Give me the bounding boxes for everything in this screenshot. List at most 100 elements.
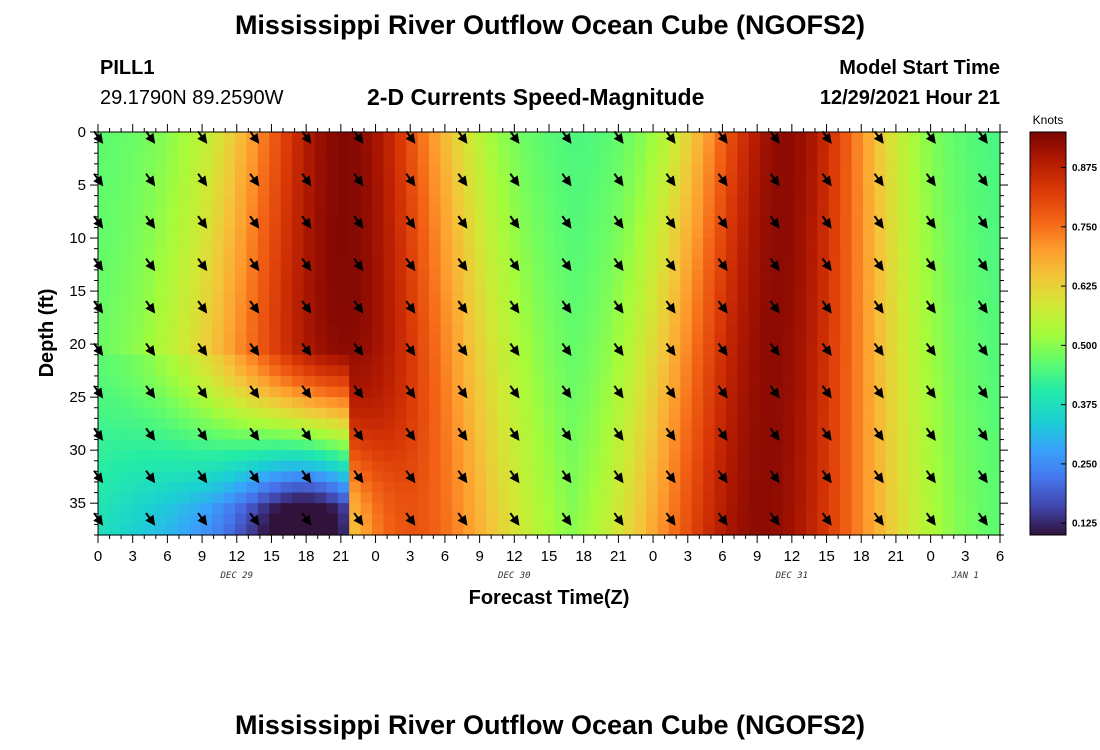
current-vector-arrow bbox=[925, 130, 936, 144]
heatmap-cell bbox=[725, 238, 738, 250]
heatmap-cell bbox=[143, 354, 156, 366]
heatmap-cell bbox=[657, 460, 670, 472]
heatmap-cell bbox=[109, 163, 122, 176]
heatmap-cell bbox=[109, 216, 122, 229]
heatmap-cell bbox=[132, 153, 145, 165]
heatmap-cell bbox=[965, 407, 978, 419]
heatmap-cell bbox=[794, 301, 807, 313]
heatmap-cell bbox=[246, 524, 259, 536]
heatmap-cell bbox=[771, 227, 784, 239]
heatmap-cell bbox=[600, 206, 613, 218]
heatmap-cell bbox=[326, 153, 339, 165]
heatmap-cell bbox=[931, 216, 944, 229]
heatmap-cell bbox=[235, 163, 248, 176]
heatmap-cell bbox=[954, 524, 967, 536]
colorbar-gradient bbox=[1029, 131, 1067, 536]
heatmap-cell bbox=[155, 132, 168, 144]
heatmap-cell bbox=[554, 153, 567, 165]
heatmap-cell bbox=[543, 365, 556, 377]
heatmap-cell bbox=[703, 524, 716, 536]
heatmap-cell bbox=[566, 524, 579, 536]
heatmap-cell bbox=[531, 269, 544, 282]
heatmap-cell bbox=[566, 407, 579, 419]
heatmap-cell bbox=[657, 513, 670, 525]
heatmap-cell bbox=[965, 365, 978, 377]
heatmap-cell bbox=[703, 354, 716, 366]
heatmap-cell bbox=[509, 375, 522, 388]
heatmap-cell bbox=[725, 280, 738, 292]
heatmap-cell bbox=[280, 354, 293, 366]
heatmap-cell bbox=[155, 163, 168, 176]
current-vector-arrow bbox=[561, 173, 572, 187]
heatmap-cell bbox=[931, 471, 944, 483]
heatmap-cell bbox=[828, 227, 841, 239]
heatmap-cell bbox=[155, 142, 168, 154]
heatmap-cell bbox=[988, 503, 1001, 515]
heatmap-cell bbox=[828, 354, 841, 366]
heatmap-cell bbox=[691, 471, 704, 483]
heatmap-cell bbox=[451, 185, 464, 197]
heatmap-cell bbox=[543, 513, 556, 525]
heatmap-cell bbox=[246, 227, 259, 239]
heatmap-cell bbox=[988, 259, 1001, 271]
heatmap-cell bbox=[634, 195, 647, 207]
heatmap-cell bbox=[748, 163, 761, 176]
heatmap-cell bbox=[977, 524, 990, 536]
heatmap-cell bbox=[840, 503, 853, 515]
heatmap-cell bbox=[897, 269, 910, 282]
current-vector-arrow bbox=[613, 342, 624, 357]
heatmap-cell bbox=[897, 397, 910, 409]
heatmap-cell bbox=[109, 513, 122, 525]
heatmap-cell bbox=[646, 322, 659, 335]
heatmap-cell bbox=[794, 238, 807, 250]
heatmap-cell bbox=[417, 450, 430, 462]
heatmap-cell bbox=[794, 206, 807, 218]
heatmap-cell bbox=[326, 174, 339, 186]
heatmap-cell bbox=[577, 375, 590, 388]
current-vector-arrow bbox=[925, 342, 936, 357]
heatmap-cell bbox=[486, 322, 499, 335]
heatmap-cell bbox=[109, 142, 122, 154]
heatmap-cell bbox=[360, 365, 373, 377]
heatmap-cell bbox=[885, 460, 898, 472]
heatmap-cell bbox=[977, 365, 990, 377]
heatmap-cell bbox=[531, 259, 544, 271]
heatmap-cell bbox=[303, 375, 316, 388]
heatmap-cell bbox=[748, 460, 761, 472]
current-vector-arrow bbox=[769, 427, 780, 441]
heatmap-cell bbox=[269, 439, 282, 451]
heatmap-cell bbox=[497, 365, 510, 377]
heatmap-cell bbox=[200, 195, 213, 207]
heatmap-cell bbox=[874, 365, 887, 377]
heatmap-cell bbox=[920, 375, 933, 388]
heatmap-cell bbox=[725, 216, 738, 229]
heatmap-cell bbox=[851, 269, 864, 282]
heatmap-cell bbox=[531, 227, 544, 239]
current-vector-arrow bbox=[509, 173, 520, 187]
heatmap-cell bbox=[760, 386, 773, 398]
heatmap-cell bbox=[577, 227, 590, 239]
heatmap-cell bbox=[474, 513, 487, 525]
heatmap-cell bbox=[680, 386, 693, 398]
heatmap-cell bbox=[109, 386, 122, 398]
heatmap-cell bbox=[212, 301, 225, 313]
current-vector-arrow bbox=[873, 300, 884, 314]
current-vector-arrow bbox=[717, 342, 728, 357]
heatmap-cell bbox=[703, 513, 716, 525]
heatmap-cell bbox=[588, 174, 601, 186]
heatmap-cell bbox=[794, 269, 807, 282]
heatmap-cell bbox=[531, 301, 544, 313]
x-tick-label: 15 bbox=[541, 548, 558, 565]
heatmap-cell bbox=[737, 174, 750, 186]
heatmap-cell bbox=[177, 280, 190, 292]
heatmap-cell bbox=[805, 163, 818, 176]
heatmap-cell bbox=[109, 333, 122, 345]
heatmap-cell bbox=[703, 280, 716, 292]
current-vector-arrow bbox=[197, 215, 208, 229]
heatmap-cell bbox=[988, 365, 1001, 377]
heatmap-cell bbox=[920, 269, 933, 282]
heatmap-cell bbox=[703, 450, 716, 462]
heatmap-cell bbox=[908, 174, 921, 186]
heatmap-cell bbox=[874, 153, 887, 165]
heatmap-cell bbox=[235, 354, 248, 366]
